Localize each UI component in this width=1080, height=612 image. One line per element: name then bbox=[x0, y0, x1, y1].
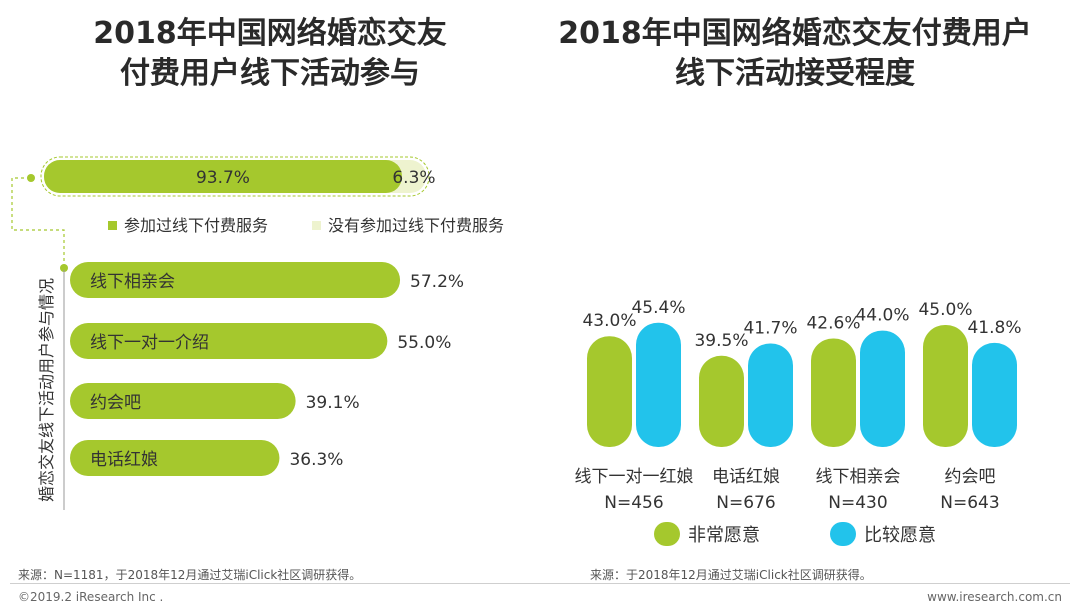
acceptance-value-label: 43.0% bbox=[582, 311, 636, 331]
legend-label-somewhat-willing: 比较愿意 bbox=[864, 525, 936, 546]
right-chart-title: 2018年中国网络婚恋交友付费用户 线下活动接受程度 bbox=[545, 14, 1045, 94]
acceptance-sample-size: N=676 bbox=[716, 493, 775, 513]
bar-somewhat-willing bbox=[636, 322, 681, 447]
stacked-legend: 参加过线下付费服务 没有参加过线下付费服务 bbox=[108, 216, 504, 235]
acceptance-value-label: 41.7% bbox=[743, 318, 797, 338]
bar-somewhat-willing bbox=[748, 343, 793, 447]
acceptance-legend: 非常愿意 比较愿意 bbox=[654, 522, 936, 546]
bar-somewhat-willing bbox=[860, 330, 905, 447]
acceptance-category-label: 线下相亲会 bbox=[816, 467, 901, 487]
left-chart: 93.7% 6.3% 参加过线下付费服务 没有参加过线下付费服务 婚恋交友线下活… bbox=[11, 156, 504, 510]
right-chart: 43.0%45.4% 线下一对一红娘 N=456 39.5%41.7% 电话红娘 N=67… bbox=[575, 298, 1022, 546]
legend-label-not-participated: 没有参加过线下付费服务 bbox=[328, 216, 504, 235]
activity-bar-category-label: 约会吧 bbox=[90, 393, 141, 413]
bar-very-willing bbox=[699, 355, 744, 447]
stacked-bar-participated-label: 93.7% bbox=[196, 168, 250, 188]
activity-bar-value-label: 39.1% bbox=[306, 393, 360, 413]
left-source-note: 来源：N=1181，于2018年12月通过艾瑞iClick社区调研获得。 bbox=[18, 568, 362, 582]
right-title-line1: 2018年中国网络婚恋交友付费用户 bbox=[558, 16, 1032, 51]
activity-bar bbox=[70, 262, 401, 298]
activity-bars: 线下相亲会 57.2% 线下一对一介绍 55.0% 约会吧 39.1% 电话红娘 36.3% bbox=[70, 262, 464, 476]
right-title-line2: 线下活动接受程度 bbox=[675, 56, 915, 91]
legend-label-participated: 参加过线下付费服务 bbox=[124, 216, 268, 235]
activity-bar bbox=[70, 323, 388, 359]
stacked-bar-participated bbox=[44, 160, 402, 193]
stacked-bar-not-participated-label: 6.3% bbox=[392, 168, 435, 188]
acceptance-value-label: 42.6% bbox=[806, 313, 860, 333]
left-title-line1: 2018年中国网络婚恋交友 bbox=[93, 16, 447, 51]
acceptance-value-label: 44.0% bbox=[855, 306, 909, 326]
activity-bar-category-label: 线下相亲会 bbox=[90, 272, 175, 292]
stacked-bar: 93.7% 6.3% bbox=[40, 156, 436, 197]
left-title-line2: 付费用户线下活动参与 bbox=[120, 56, 420, 91]
activity-bar bbox=[70, 383, 296, 419]
activity-bar bbox=[70, 440, 280, 476]
connector-dot-bottom bbox=[60, 264, 68, 272]
acceptance-sample-size: N=456 bbox=[604, 493, 663, 513]
legend-swatch-somewhat-willing bbox=[830, 522, 856, 546]
acceptance-sample-size: N=430 bbox=[828, 493, 887, 513]
bar-somewhat-willing bbox=[972, 342, 1017, 447]
legend-label-very-willing: 非常愿意 bbox=[688, 525, 760, 546]
legend-swatch-very-willing bbox=[654, 522, 680, 546]
right-source-note: 来源：于2018年12月通过艾瑞iClick社区调研获得。 bbox=[590, 568, 872, 582]
activity-bar-value-label: 36.3% bbox=[289, 450, 343, 470]
acceptance-value-label: 39.5% bbox=[694, 331, 748, 351]
acceptance-sample-size: N=643 bbox=[940, 493, 999, 513]
acceptance-category-label: 线下一对一红娘 bbox=[575, 467, 694, 487]
legend-swatch-participated bbox=[108, 221, 117, 230]
connector-bracket bbox=[11, 177, 65, 268]
acceptance-value-label: 41.8% bbox=[967, 318, 1021, 338]
activity-axis-label: 婚恋交友线下活动用户参与情况 bbox=[37, 278, 56, 502]
acceptance-category-label: 电话红娘 bbox=[712, 467, 780, 487]
activity-bar-category-label: 电话红娘 bbox=[90, 450, 158, 470]
acceptance-value-label: 45.4% bbox=[631, 298, 685, 318]
footer-copyright: ©2019.2 iResearch Inc . bbox=[18, 590, 164, 604]
activity-bar-value-label: 55.0% bbox=[397, 333, 451, 353]
left-chart-title: 2018年中国网络婚恋交友 付费用户线下活动参与 bbox=[60, 14, 480, 94]
acceptance-value-label: 45.0% bbox=[918, 300, 972, 320]
acceptance-category-label: 约会吧 bbox=[945, 467, 996, 487]
activity-bar-value-label: 57.2% bbox=[410, 272, 464, 292]
stacked-bar-outline bbox=[40, 156, 430, 197]
activity-bar-category-label: 线下一对一介绍 bbox=[90, 333, 209, 353]
connector-dot-top bbox=[27, 174, 35, 182]
legend-swatch-not-participated bbox=[312, 221, 321, 230]
bar-very-willing bbox=[587, 336, 632, 447]
footer-divider bbox=[10, 583, 1070, 584]
bar-very-willing bbox=[923, 325, 968, 447]
bar-very-willing bbox=[811, 338, 856, 447]
acceptance-bars: 43.0%45.4% 线下一对一红娘 N=456 39.5%41.7% 电话红娘 N=67… bbox=[575, 298, 1022, 513]
footer-website[interactable]: www.iresearch.com.cn bbox=[927, 590, 1062, 604]
